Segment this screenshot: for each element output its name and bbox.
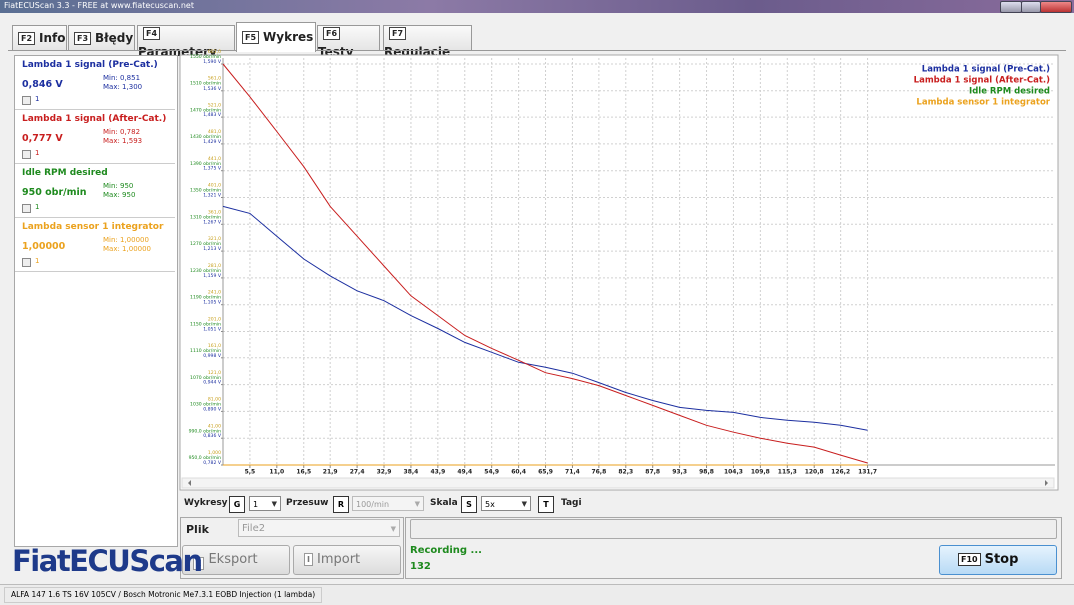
x-tick-label: 38,4: [404, 469, 419, 476]
y-tick-label: 1190 obr/min: [190, 295, 221, 301]
status-text: ALFA 147 1.6 TS 16V 105CV / Bosch Motron…: [4, 587, 322, 603]
button-key: I: [304, 553, 313, 566]
label: Przesuw: [286, 498, 328, 508]
y-tick-label: 1,267 V: [203, 219, 222, 225]
legend-entry: Lambda 1 signal (After-Cat.): [914, 76, 1050, 86]
dropdown[interactable]: 1▼: [249, 496, 281, 511]
scrollbar[interactable]: [182, 478, 1054, 488]
x-tick-label: 60,4: [511, 469, 526, 476]
x-tick-label: 32,9: [377, 469, 392, 476]
x-tick-label: 49,4: [457, 469, 472, 476]
y-tick-label: 0,782 V: [203, 460, 222, 466]
button-label: Stop: [985, 552, 1019, 567]
y-tick-label: 1,375 V: [203, 166, 222, 172]
button-label: Import: [317, 552, 360, 567]
y-tick-label: 1,590 V: [203, 59, 222, 65]
recording-text: Recording ...: [410, 545, 482, 556]
tab-active[interactable]: F5 Wykres: [236, 22, 316, 52]
key-box: G: [229, 496, 245, 513]
y-tick-label: 1,483 V: [203, 112, 222, 118]
dropdown-value: 1: [253, 500, 258, 509]
y-tick-label: 1,159 V: [203, 273, 222, 279]
x-tick-label: 82,3: [618, 469, 633, 476]
x-tick-label: 98,8: [699, 469, 714, 476]
x-tick-label: 11,0: [269, 469, 284, 476]
file-dropdown: File2▼: [238, 519, 400, 537]
dropdown-value: 5x: [485, 500, 495, 509]
x-tick-label: 93,3: [672, 469, 687, 476]
file-label: Plik: [186, 523, 209, 536]
x-tick-label: 109,8: [751, 469, 770, 476]
y-tick-label: 1,536 V: [203, 86, 222, 92]
x-tick-label: 16,5: [296, 469, 311, 476]
x-tick-label: 120,8: [805, 469, 824, 476]
label: Skala: [430, 498, 458, 508]
x-tick-label: 87,8: [645, 469, 660, 476]
key-box[interactable]: T: [538, 496, 554, 513]
import-button: I Import: [293, 545, 401, 575]
y-tick-label: 1,213 V: [203, 246, 222, 252]
x-tick-label: 21,9: [323, 469, 338, 476]
label: Wykresy: [184, 498, 228, 508]
x-tick-label: 131,7: [858, 469, 877, 476]
button-label: Eksport: [208, 552, 257, 567]
x-tick-label: 5,5: [245, 469, 256, 476]
x-tick-label: 43,9: [430, 469, 445, 476]
button-key: F10: [958, 553, 981, 566]
legend-entry: Idle RPM desired: [969, 87, 1050, 97]
x-tick-label: 115,3: [778, 469, 797, 476]
x-tick-label: 76,8: [591, 469, 606, 476]
stop-button[interactable]: F10 Stop: [939, 545, 1057, 575]
legend-entry: Lambda 1 signal (Pre-Cat.): [922, 65, 1050, 75]
y-tick-label: 0,836 V: [203, 433, 222, 439]
y-tick-label: 1150 obr/min: [190, 321, 221, 327]
recording-count: 132: [410, 561, 431, 572]
legend-entry: Lambda sensor 1 integrator: [916, 98, 1050, 108]
x-tick-label: 71,4: [565, 469, 580, 476]
dropdown: 100/min▼: [352, 496, 424, 511]
y-tick-label: 0,944 V: [203, 380, 222, 386]
logo: FiatECUScan: [12, 544, 202, 578]
chart-frame: [180, 55, 1058, 490]
key-box: R: [333, 496, 349, 513]
dropdown[interactable]: 5x▼: [481, 496, 531, 511]
y-tick-label: 1,051 V: [203, 326, 222, 332]
dropdown-value: 100/min: [356, 500, 389, 509]
tab-label: Wykres: [263, 30, 313, 44]
status-bar: ALFA 147 1.6 TS 16V 105CV / Bosch Motron…: [0, 584, 1074, 605]
y-tick-label: 0,998 V: [203, 353, 222, 359]
dropdown-value: File2: [242, 523, 265, 534]
tab-key: F5: [242, 31, 259, 44]
x-tick-label: 54,9: [484, 469, 499, 476]
label: Tagi: [561, 498, 582, 508]
key-box: S: [461, 496, 477, 513]
x-tick-label: 126,2: [831, 469, 850, 476]
y-tick-label: 1,105 V: [203, 300, 222, 306]
x-tick-label: 27,4: [350, 469, 365, 476]
y-tick-label: 0,890 V: [203, 406, 222, 412]
x-tick-label: 104,3: [724, 469, 743, 476]
y-tick-label: 1,321 V: [203, 193, 222, 199]
x-tick-label: 65,9: [538, 469, 553, 476]
y-tick-label: 1,429 V: [203, 139, 222, 145]
progress-bar: [410, 519, 1057, 539]
